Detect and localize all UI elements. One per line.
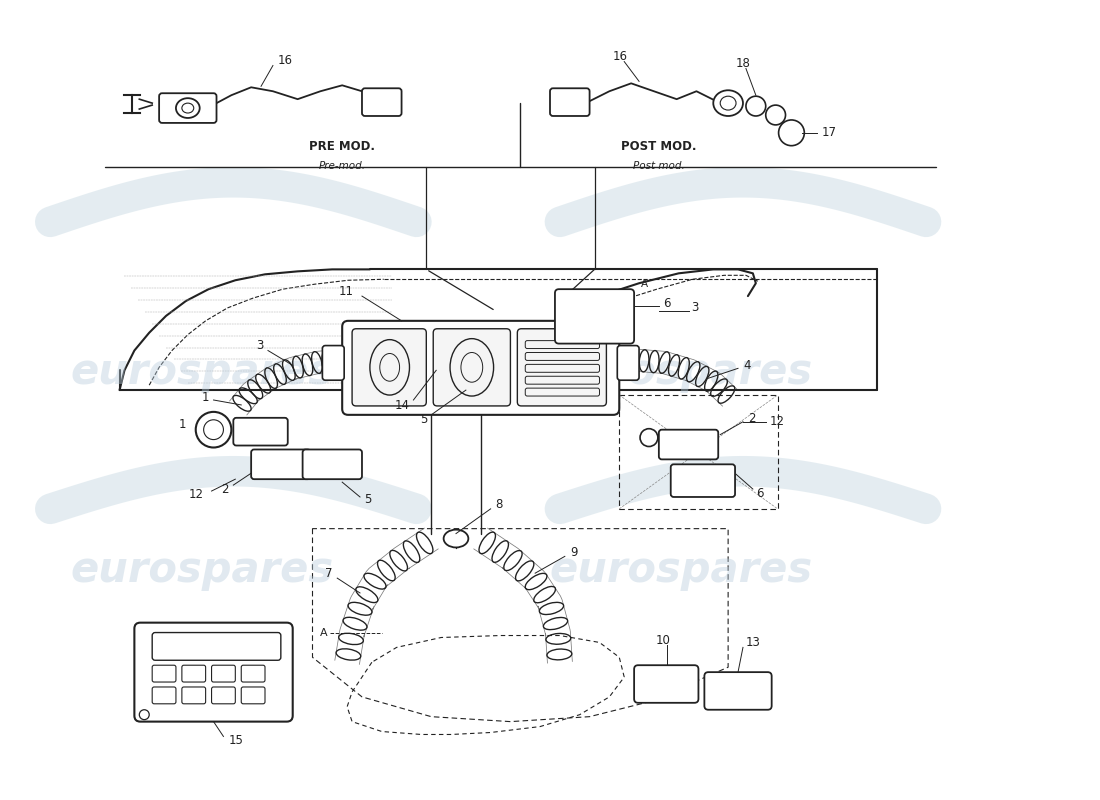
Text: 16: 16 (278, 54, 293, 67)
FancyBboxPatch shape (241, 687, 265, 704)
Text: 3: 3 (256, 339, 264, 352)
FancyBboxPatch shape (134, 622, 293, 722)
FancyBboxPatch shape (182, 666, 206, 682)
FancyBboxPatch shape (211, 666, 235, 682)
Ellipse shape (713, 90, 743, 116)
Text: 3: 3 (692, 302, 698, 314)
Text: 1: 1 (178, 418, 186, 431)
Ellipse shape (370, 340, 409, 395)
Text: 10: 10 (656, 634, 670, 647)
Text: PRE MOD.: PRE MOD. (309, 140, 375, 153)
Text: 12: 12 (188, 489, 204, 502)
Text: 16: 16 (613, 50, 628, 63)
Ellipse shape (766, 105, 785, 125)
Text: POST MOD.: POST MOD. (621, 140, 696, 153)
Text: 11: 11 (339, 285, 354, 298)
Ellipse shape (746, 96, 766, 116)
FancyBboxPatch shape (550, 88, 590, 116)
Ellipse shape (443, 530, 469, 547)
Text: 14: 14 (395, 399, 409, 413)
FancyBboxPatch shape (362, 88, 402, 116)
Text: eurospares: eurospares (70, 550, 333, 591)
Text: 5: 5 (364, 494, 372, 506)
FancyBboxPatch shape (659, 430, 718, 459)
FancyBboxPatch shape (152, 687, 176, 704)
FancyBboxPatch shape (241, 666, 265, 682)
Text: Pre-mod.: Pre-mod. (319, 161, 365, 170)
Ellipse shape (450, 338, 494, 396)
Ellipse shape (779, 120, 804, 146)
FancyBboxPatch shape (352, 329, 427, 406)
Text: 12: 12 (770, 415, 784, 428)
FancyBboxPatch shape (704, 672, 772, 710)
Text: 8: 8 (496, 498, 503, 511)
FancyBboxPatch shape (554, 289, 634, 343)
Text: eurospares: eurospares (70, 351, 333, 394)
FancyBboxPatch shape (251, 450, 310, 479)
FancyBboxPatch shape (182, 687, 206, 704)
FancyBboxPatch shape (152, 633, 280, 660)
Text: eurospares: eurospares (549, 351, 812, 394)
Text: 5: 5 (420, 414, 427, 426)
Text: 4: 4 (742, 359, 750, 372)
Text: A: A (320, 627, 328, 638)
FancyBboxPatch shape (302, 450, 362, 479)
Ellipse shape (140, 710, 150, 720)
Text: eurospares: eurospares (549, 550, 812, 591)
FancyBboxPatch shape (322, 346, 344, 380)
Ellipse shape (176, 98, 200, 118)
FancyBboxPatch shape (671, 464, 735, 497)
Text: 7: 7 (324, 566, 332, 580)
FancyBboxPatch shape (433, 329, 510, 406)
Text: 2: 2 (748, 412, 756, 426)
FancyBboxPatch shape (617, 346, 639, 380)
FancyBboxPatch shape (342, 321, 619, 415)
FancyBboxPatch shape (517, 329, 606, 406)
Text: 17: 17 (822, 126, 837, 139)
FancyBboxPatch shape (634, 666, 698, 703)
Text: 6: 6 (663, 297, 670, 310)
FancyBboxPatch shape (211, 687, 235, 704)
Text: 1: 1 (202, 390, 210, 403)
Text: 13: 13 (746, 636, 761, 649)
FancyBboxPatch shape (160, 94, 217, 123)
Text: 18: 18 (736, 57, 750, 70)
Text: A: A (641, 279, 648, 290)
Text: 9: 9 (570, 546, 578, 559)
Text: 15: 15 (229, 734, 243, 747)
Text: Post mod.: Post mod. (632, 161, 684, 170)
FancyBboxPatch shape (233, 418, 288, 446)
Text: 2: 2 (221, 482, 229, 495)
Text: 6: 6 (756, 486, 763, 499)
FancyBboxPatch shape (152, 666, 176, 682)
Ellipse shape (196, 412, 231, 447)
Ellipse shape (640, 429, 658, 446)
